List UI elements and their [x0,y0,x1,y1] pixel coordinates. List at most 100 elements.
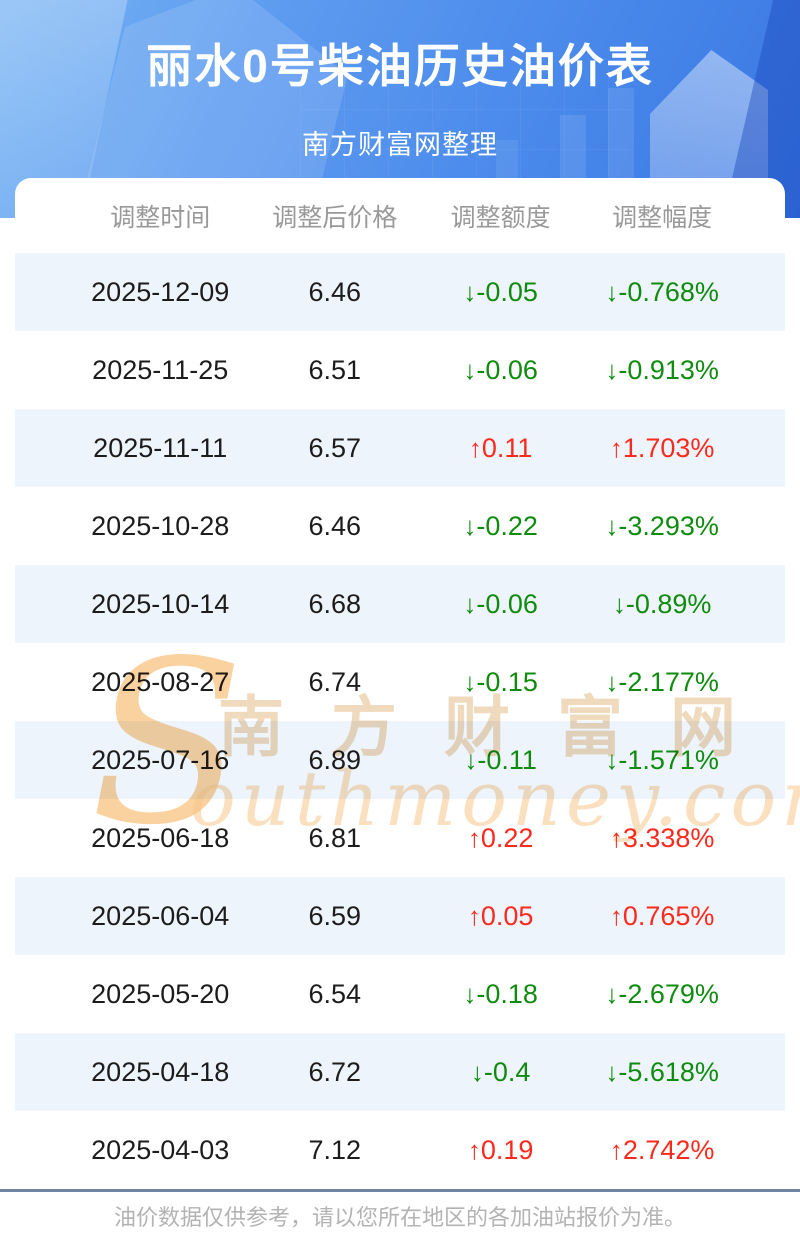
change-arrow-icon: ↓ [464,744,478,775]
change-arrow-icon: ↓ [463,354,477,385]
percent-arrow-icon: ↑ [609,1134,623,1165]
row-percent: ↓-0.913% [581,355,785,386]
percent-arrow-icon: ↓ [605,354,619,385]
change-value: -0.15 [476,666,538,697]
row-price: 6.54 [308,978,361,1009]
row-price: 6.81 [308,822,361,853]
table-row: 2025-05-20 6.54 ↓-0.18 ↓-2.679% [15,955,785,1033]
percent-arrow-icon: ↓ [612,588,626,619]
price-table-card: 调整时间 调整后价格 调整额度 调整幅度 2025-12-09 6.46 ↓-0… [15,178,785,1189]
row-change: ↓-0.11 [420,745,581,776]
change-arrow-icon: ↓ [463,588,477,619]
percent-arrow-icon: ↓ [605,744,619,775]
table-row: 2025-04-18 6.72 ↓-0.4 ↓-5.618% [15,1033,785,1111]
percent-value: -0.89% [625,588,712,619]
column-header-date: 调整时间 [110,203,211,232]
table-row: 2025-08-27 6.74 ↓-0.15 ↓-2.177% [15,643,785,721]
row-percent: ↓-0.768% [581,277,785,308]
row-percent: ↓-2.177% [581,667,785,698]
table-row: 2025-06-18 6.81 ↑0.22 ↑3.338% [15,799,785,877]
row-date: 2025-07-16 [91,744,230,775]
change-value: -0.4 [483,1056,531,1087]
row-price: 6.74 [308,666,361,697]
percent-arrow-icon: ↑ [609,900,623,931]
page-title: 丽水0号柴油历史油价表 [146,40,654,92]
change-value: 0.05 [480,900,534,931]
change-value: -0.18 [476,978,538,1009]
row-change: ↓-0.05 [420,277,581,308]
change-arrow-icon: ↓ [463,666,477,697]
percent-arrow-icon: ↓ [605,978,619,1009]
change-arrow-icon: ↑ [467,900,481,931]
change-arrow-icon: ↑ [467,822,481,853]
row-percent: ↓-1.571% [581,745,785,776]
table-row: 2025-10-14 6.68 ↓-0.06 ↓-0.89% [15,565,785,643]
change-value: -0.22 [476,510,538,541]
change-value: -0.11 [477,744,537,775]
percent-value: 0.765% [622,900,715,931]
row-date: 2025-12-09 [91,276,230,307]
change-value: 0.19 [480,1134,534,1165]
row-price: 6.59 [308,900,361,931]
percent-value: -2.679% [618,978,719,1009]
change-arrow-icon: ↓ [463,978,477,1009]
percent-arrow-icon: ↓ [605,510,619,541]
row-change: ↑0.05 [420,901,581,932]
percent-arrow-icon: ↓ [605,276,619,307]
row-date: 2025-08-27 [91,666,230,697]
table-row: 2025-11-25 6.51 ↓-0.06 ↓-0.913% [15,331,785,409]
row-price: 6.68 [308,588,361,619]
row-change: ↓-0.4 [420,1057,581,1088]
change-arrow-icon: ↑ [467,1134,481,1165]
table-row: 2025-04-03 7.12 ↑0.19 ↑2.742% [15,1111,785,1189]
footer: 油价数据仅供参考，请以您所在地区的各加油站报价为准。 [0,1189,800,1238]
row-price: 6.46 [308,276,361,307]
row-price: 6.72 [308,1056,361,1087]
row-price: 6.51 [308,354,361,385]
row-change: ↑0.22 [420,823,581,854]
row-date: 2025-10-28 [91,510,230,541]
row-price: 6.89 [308,744,361,775]
footer-disclaimer: 油价数据仅供参考，请以您所在地区的各加油站报价为准。 [113,1204,686,1230]
row-date: 2025-04-03 [91,1134,230,1165]
row-change: ↓-0.15 [420,667,581,698]
percent-value: -2.177% [618,666,719,697]
percent-value: -0.768% [618,276,719,307]
column-header-price: 调整后价格 [272,203,398,232]
change-value: -0.05 [476,276,538,307]
percent-value: 3.338% [622,822,715,853]
row-price: 6.46 [308,510,361,541]
change-value: 0.11 [481,432,533,463]
percent-value: 2.742% [622,1134,715,1165]
row-percent: ↑2.742% [581,1135,785,1166]
row-change: ↓-0.06 [420,589,581,620]
percent-arrow-icon: ↓ [605,666,619,697]
percent-value: -0.913% [618,354,719,385]
row-percent: ↓-5.618% [581,1057,785,1088]
row-change: ↓-0.18 [420,979,581,1010]
page-subtitle: 南方财富网整理 [302,130,498,160]
table-row: 2025-11-11 6.57 ↑0.11 ↑1.703% [15,409,785,487]
table-row: 2025-06-04 6.59 ↑0.05 ↑0.765% [15,877,785,955]
percent-value: 1.703% [622,432,715,463]
change-value: 0.22 [480,822,534,853]
change-arrow-icon: ↓ [463,276,477,307]
row-date: 2025-05-20 [91,978,230,1009]
column-header-change: 调整额度 [450,203,551,232]
percent-arrow-icon: ↓ [605,1056,619,1087]
table-row: 2025-10-28 6.46 ↓-0.22 ↓-3.293% [15,487,785,565]
percent-arrow-icon: ↑ [609,432,623,463]
table-row: 2025-12-09 6.46 ↓-0.05 ↓-0.768% [15,253,785,331]
row-price: 6.57 [308,432,361,463]
row-date: 2025-04-18 [91,1056,230,1087]
row-percent: ↑1.703% [581,433,785,464]
table-column-headers: 调整时间 调整后价格 调整额度 调整幅度 [15,178,785,253]
row-change: ↓-0.06 [420,355,581,386]
column-header-percent: 调整幅度 [612,203,713,232]
change-arrow-icon: ↑ [468,432,482,463]
row-percent: ↓-2.679% [581,979,785,1010]
change-arrow-icon: ↓ [463,510,477,541]
change-arrow-icon: ↓ [470,1056,484,1087]
row-percent: ↓-0.89% [581,589,785,620]
